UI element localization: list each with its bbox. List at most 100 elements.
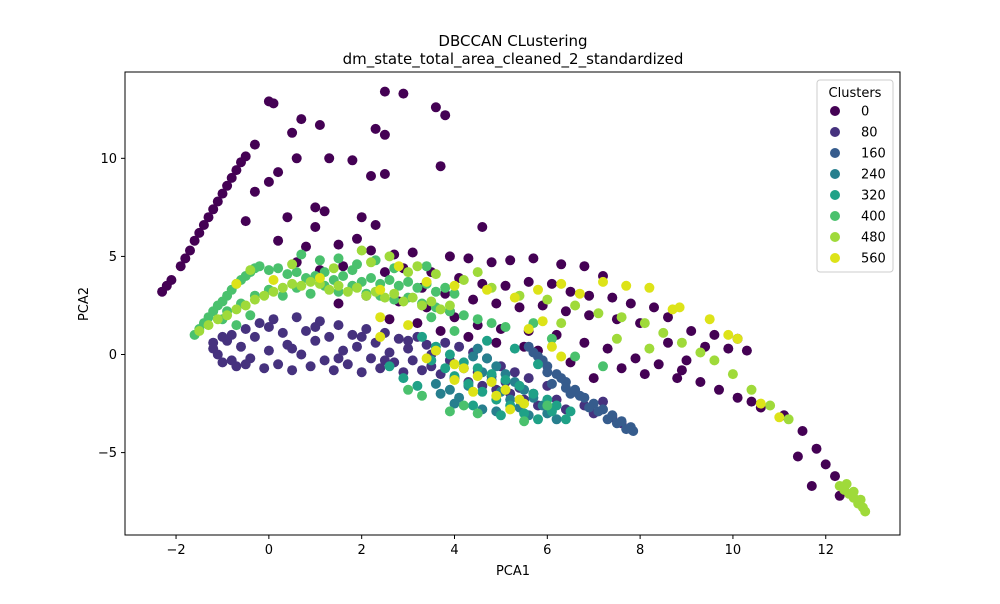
data-point <box>435 304 446 315</box>
data-point <box>449 326 460 336</box>
data-point <box>412 318 423 329</box>
data-point <box>249 139 260 150</box>
data-point <box>296 280 307 291</box>
data-point <box>440 363 451 374</box>
data-point <box>240 216 251 227</box>
data-point <box>574 390 585 401</box>
data-point <box>509 367 520 378</box>
data-point <box>287 259 298 270</box>
legend-marker <box>830 106 840 116</box>
data-point <box>338 271 349 281</box>
data-point <box>565 286 576 297</box>
data-point <box>366 171 376 181</box>
data-point <box>194 326 205 336</box>
data-point <box>319 355 330 366</box>
data-point <box>236 157 246 168</box>
legend-label: 80 <box>861 126 878 141</box>
chart-title-line1: DBCCAN CLustering <box>438 32 587 50</box>
data-point <box>500 280 511 291</box>
data-point <box>477 222 488 232</box>
data-point <box>463 378 474 389</box>
data-point <box>792 451 803 462</box>
data-point <box>412 380 423 391</box>
data-point <box>375 312 386 323</box>
data-point <box>268 275 279 285</box>
data-point <box>477 386 488 397</box>
data-point <box>338 345 349 356</box>
data-point <box>486 369 497 380</box>
data-point <box>556 278 567 289</box>
data-point <box>732 333 743 344</box>
data-point <box>268 98 279 109</box>
data-point <box>384 251 395 262</box>
data-point <box>514 380 525 391</box>
data-point <box>189 235 200 246</box>
data-point <box>658 327 669 338</box>
data-point <box>625 298 636 309</box>
data-point <box>310 202 321 213</box>
data-point <box>314 273 325 283</box>
data-point <box>820 459 831 470</box>
data-point <box>449 359 460 370</box>
data-point <box>222 310 233 321</box>
data-point <box>491 361 502 372</box>
data-point <box>463 253 474 264</box>
data-point <box>430 102 441 113</box>
data-point <box>528 347 539 358</box>
data-point <box>245 265 256 276</box>
data-point <box>310 335 321 346</box>
data-point <box>370 123 381 134</box>
data-point <box>249 186 260 197</box>
data-point <box>765 400 776 411</box>
data-point <box>695 347 706 358</box>
legend-label: 560 <box>861 252 886 267</box>
data-point <box>509 343 520 354</box>
data-point <box>841 479 852 489</box>
data-point <box>723 329 734 340</box>
data-point <box>277 290 288 301</box>
data-point <box>505 255 516 266</box>
data-point <box>198 220 209 230</box>
data-point <box>277 282 288 293</box>
data-point <box>407 355 418 366</box>
data-point <box>546 341 557 352</box>
data-point <box>440 282 451 293</box>
series-560 <box>231 261 785 423</box>
data-point <box>217 188 228 199</box>
data-point <box>208 337 219 348</box>
data-point <box>366 257 376 268</box>
data-point <box>811 443 822 454</box>
data-point <box>472 363 483 374</box>
data-point <box>217 331 228 342</box>
data-point <box>291 267 302 278</box>
data-point <box>482 284 492 295</box>
data-point <box>263 176 274 187</box>
data-point <box>746 396 757 407</box>
data-point <box>830 471 840 482</box>
legend-marker <box>830 148 840 158</box>
data-point <box>366 353 376 364</box>
data-point <box>491 390 502 401</box>
data-point <box>333 280 344 291</box>
data-point <box>607 292 618 303</box>
data-point <box>231 165 242 176</box>
data-point <box>579 261 590 272</box>
data-point <box>333 298 344 309</box>
data-point <box>509 292 520 303</box>
data-points <box>157 86 871 517</box>
data-point <box>356 331 367 342</box>
data-point <box>366 245 376 256</box>
data-point <box>528 388 539 399</box>
data-point <box>449 280 460 291</box>
data-point <box>161 280 172 291</box>
data-point <box>449 288 460 299</box>
x-tick-label: 10 <box>725 543 742 558</box>
data-point <box>417 300 427 311</box>
data-point <box>314 255 325 266</box>
data-point <box>222 180 233 191</box>
data-point <box>440 337 451 348</box>
legend-marker <box>830 127 840 137</box>
x-tick-label: 8 <box>636 543 644 558</box>
data-point <box>495 410 506 421</box>
